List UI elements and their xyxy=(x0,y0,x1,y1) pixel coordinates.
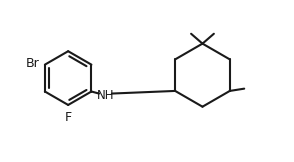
Text: F: F xyxy=(65,111,72,124)
Text: Br: Br xyxy=(26,57,40,70)
Text: NH: NH xyxy=(97,88,114,102)
